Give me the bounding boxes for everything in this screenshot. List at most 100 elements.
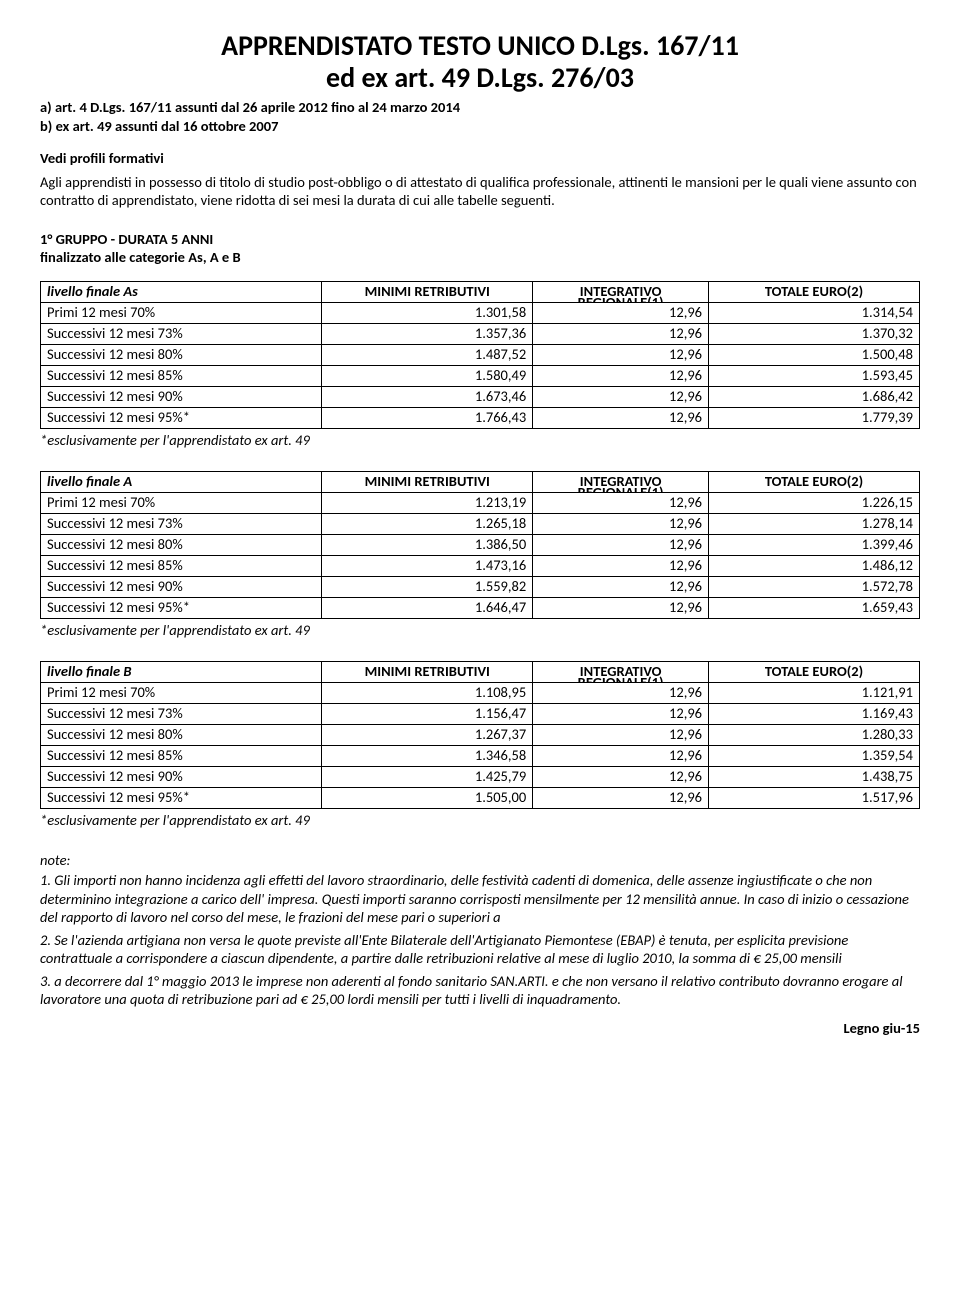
cell-integrativo: 12,96 (533, 302, 709, 323)
cell-integrativo: 12,96 (533, 323, 709, 344)
table-row: Successivi 12 mesi 73%1.357,3612,961.370… (41, 323, 920, 344)
page-footer: Legno giu-15 (40, 1019, 920, 1037)
row-label: Successivi 12 mesi 85% (41, 365, 322, 386)
cell-totale: 1.593,45 (709, 365, 920, 386)
row-label: Primi 12 mesi 70% (41, 492, 322, 513)
table-row: Successivi 12 mesi 90%1.559,8212,961.572… (41, 576, 920, 597)
row-label: Successivi 12 mesi 73% (41, 703, 322, 724)
table-row: Successivi 12 mesi 73%1.265,1812,961.278… (41, 513, 920, 534)
table-row: Successivi 12 mesi 90%1.673,4612,961.686… (41, 386, 920, 407)
note-2: 2. Se l'azienda artigiana non versa le q… (40, 931, 920, 968)
cell-integrativo: 12,96 (533, 555, 709, 576)
cell-minimi: 1.505,00 (322, 787, 533, 808)
row-label: Successivi 12 mesi 95%* (41, 407, 322, 428)
cell-totale: 1.226,15 (709, 492, 920, 513)
cell-integrativo: 12,96 (533, 745, 709, 766)
header-integrativo: INTEGRATIVOREGIONALE(1) (533, 471, 709, 492)
header-totale: TOTALE EURO(2) (709, 471, 920, 492)
table-row: Primi 12 mesi 70%1.213,1912,961.226,15 (41, 492, 920, 513)
cell-minimi: 1.386,50 (322, 534, 533, 555)
header-totale: TOTALE EURO(2) (709, 281, 920, 302)
cell-minimi: 1.673,46 (322, 386, 533, 407)
cell-minimi: 1.580,49 (322, 365, 533, 386)
page-title: APPRENDISTATO TESTO UNICO D.Lgs. 167/11 … (40, 30, 920, 94)
cell-minimi: 1.265,18 (322, 513, 533, 534)
cell-integrativo: 12,96 (533, 513, 709, 534)
description: Agli apprendisti in possesso di titolo d… (40, 173, 920, 211)
cell-integrativo: 12,96 (533, 344, 709, 365)
header-minimi: MINIMI RETRIBUTIVI (322, 281, 533, 302)
intro-b: b) ex art. 49 assunti dal 16 ottobre 200… (40, 117, 920, 135)
tables-container: livello finale AsMINIMI RETRIBUTIVIINTEG… (40, 281, 920, 829)
notes-label: note: (40, 851, 920, 870)
row-label: Successivi 12 mesi 90% (41, 766, 322, 787)
cell-minimi: 1.213,19 (322, 492, 533, 513)
table-footnote: *esclusivamente per l'apprendistato ex a… (40, 811, 920, 829)
table-row: Successivi 12 mesi 73%1.156,4712,961.169… (41, 703, 920, 724)
cell-integrativo: 12,96 (533, 386, 709, 407)
row-label: Successivi 12 mesi 90% (41, 576, 322, 597)
group-title-1: 1° GRUPPO - DURATA 5 ANNI (40, 230, 213, 248)
table-row: Successivi 12 mesi 80%1.267,3712,961.280… (41, 724, 920, 745)
wage-table: livello finale AsMINIMI RETRIBUTIVIINTEG… (40, 281, 920, 429)
row-label: Successivi 12 mesi 80% (41, 344, 322, 365)
cell-integrativo: 12,96 (533, 576, 709, 597)
title-line-1: APPRENDISTATO TESTO UNICO D.Lgs. 167/11 (221, 28, 739, 63)
cell-minimi: 1.646,47 (322, 597, 533, 618)
cell-totale: 1.399,46 (709, 534, 920, 555)
table-row: Successivi 12 mesi 80%1.386,5012,961.399… (41, 534, 920, 555)
cell-minimi: 1.425,79 (322, 766, 533, 787)
wage-table: livello finale AMINIMI RETRIBUTIVIINTEGR… (40, 471, 920, 619)
cell-integrativo: 12,96 (533, 534, 709, 555)
row-label: Successivi 12 mesi 90% (41, 386, 322, 407)
table-row: Successivi 12 mesi 85%1.473,1612,961.486… (41, 555, 920, 576)
cell-minimi: 1.301,58 (322, 302, 533, 323)
row-label: Successivi 12 mesi 73% (41, 323, 322, 344)
row-label: Successivi 12 mesi 80% (41, 724, 322, 745)
cell-totale: 1.278,14 (709, 513, 920, 534)
cell-minimi: 1.357,36 (322, 323, 533, 344)
cell-minimi: 1.487,52 (322, 344, 533, 365)
cell-minimi: 1.267,37 (322, 724, 533, 745)
title-line-2: ed ex art. 49 D.Lgs. 276/03 (326, 60, 634, 95)
header-integrativo: INTEGRATIVOREGIONALE(1) (533, 281, 709, 302)
row-label: Successivi 12 mesi 80% (41, 534, 322, 555)
header-minimi: MINIMI RETRIBUTIVI (322, 661, 533, 682)
table-footnote: *esclusivamente per l'apprendistato ex a… (40, 621, 920, 639)
header-minimi: MINIMI RETRIBUTIVI (322, 471, 533, 492)
note-1: 1. Gli importi non hanno incidenza agli … (40, 871, 920, 927)
cell-minimi: 1.108,95 (322, 682, 533, 703)
table-row: Successivi 12 mesi 85%1.346,5812,961.359… (41, 745, 920, 766)
cell-totale: 1.370,32 (709, 323, 920, 344)
cell-integrativo: 12,96 (533, 724, 709, 745)
header-level: livello finale B (41, 661, 322, 682)
cell-totale: 1.169,43 (709, 703, 920, 724)
table-row: Successivi 12 mesi 95%*1.766,4312,961.77… (41, 407, 920, 428)
header-integrativo: INTEGRATIVOREGIONALE(1) (533, 661, 709, 682)
subhead: Vedi profili formativi (40, 149, 920, 167)
cell-minimi: 1.473,16 (322, 555, 533, 576)
cell-totale: 1.121,91 (709, 682, 920, 703)
table-row: Successivi 12 mesi 95%*1.646,4712,961.65… (41, 597, 920, 618)
cell-integrativo: 12,96 (533, 407, 709, 428)
row-label: Successivi 12 mesi 95%* (41, 787, 322, 808)
cell-integrativo: 12,96 (533, 492, 709, 513)
notes-section: note: 1. Gli importi non hanno incidenza… (40, 851, 920, 1009)
cell-totale: 1.486,12 (709, 555, 920, 576)
cell-integrativo: 12,96 (533, 703, 709, 724)
cell-totale: 1.572,78 (709, 576, 920, 597)
row-label: Successivi 12 mesi 73% (41, 513, 322, 534)
row-label: Primi 12 mesi 70% (41, 302, 322, 323)
cell-totale: 1.517,96 (709, 787, 920, 808)
row-label: Successivi 12 mesi 85% (41, 555, 322, 576)
cell-totale: 1.359,54 (709, 745, 920, 766)
cell-integrativo: 12,96 (533, 766, 709, 787)
cell-integrativo: 12,96 (533, 597, 709, 618)
table-footnote: *esclusivamente per l'apprendistato ex a… (40, 431, 920, 449)
cell-minimi: 1.156,47 (322, 703, 533, 724)
intro-a: a) art. 4 D.Lgs. 167/11 assunti dal 26 a… (40, 98, 920, 116)
table-row: Successivi 12 mesi 85%1.580,4912,961.593… (41, 365, 920, 386)
cell-totale: 1.500,48 (709, 344, 920, 365)
cell-totale: 1.686,42 (709, 386, 920, 407)
cell-totale: 1.280,33 (709, 724, 920, 745)
